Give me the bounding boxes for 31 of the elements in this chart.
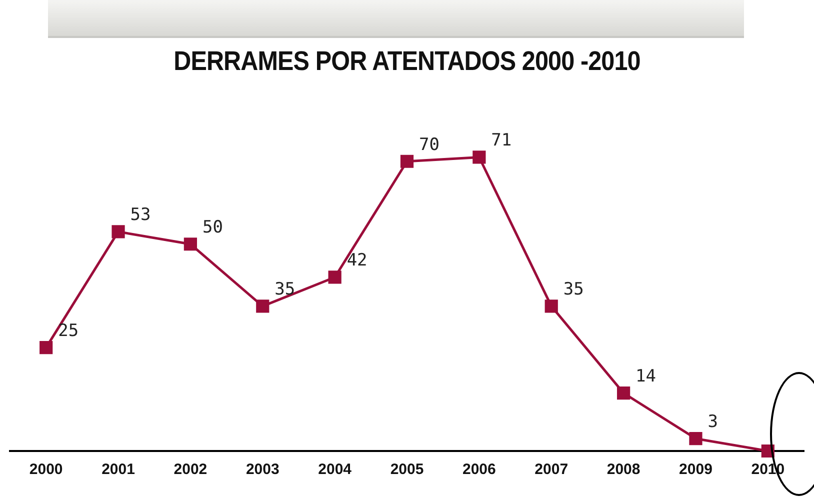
x-tick-label: 2002 (174, 461, 208, 478)
data-label: 3 (708, 412, 718, 432)
x-tick-label: 2003 (246, 461, 280, 478)
data-label: 25 (58, 320, 79, 341)
x-tick-label: 2007 (534, 461, 568, 478)
point (616, 386, 630, 400)
x-tick-label: 2009 (679, 461, 712, 478)
point (112, 225, 125, 238)
data-label: 35 (563, 280, 584, 300)
point (328, 270, 342, 284)
data-label: 35 (274, 280, 296, 300)
x-tick-label: 2006 (462, 461, 496, 478)
point (472, 150, 486, 164)
point (689, 432, 702, 446)
chart-title: DERRAMES POR ATENTADOS 2000 -2010 (172, 46, 642, 77)
point (40, 341, 53, 354)
data-label: 14 (636, 366, 656, 386)
x-tick-label: 2005 (390, 461, 424, 478)
point (184, 238, 198, 251)
data-label: 42 (346, 250, 368, 271)
point (544, 300, 558, 313)
x-tick-label: 2008 (606, 461, 640, 478)
point (400, 154, 414, 168)
x-tick-label: 2004 (318, 461, 352, 478)
data-label: 53 (130, 205, 151, 226)
x-tick-label: 2000 (29, 461, 63, 478)
data-label: 70 (419, 134, 440, 155)
data-label: 50 (202, 218, 223, 238)
data-label: 71 (491, 130, 512, 151)
x-tick-label: 2001 (102, 461, 135, 478)
point (256, 300, 270, 313)
